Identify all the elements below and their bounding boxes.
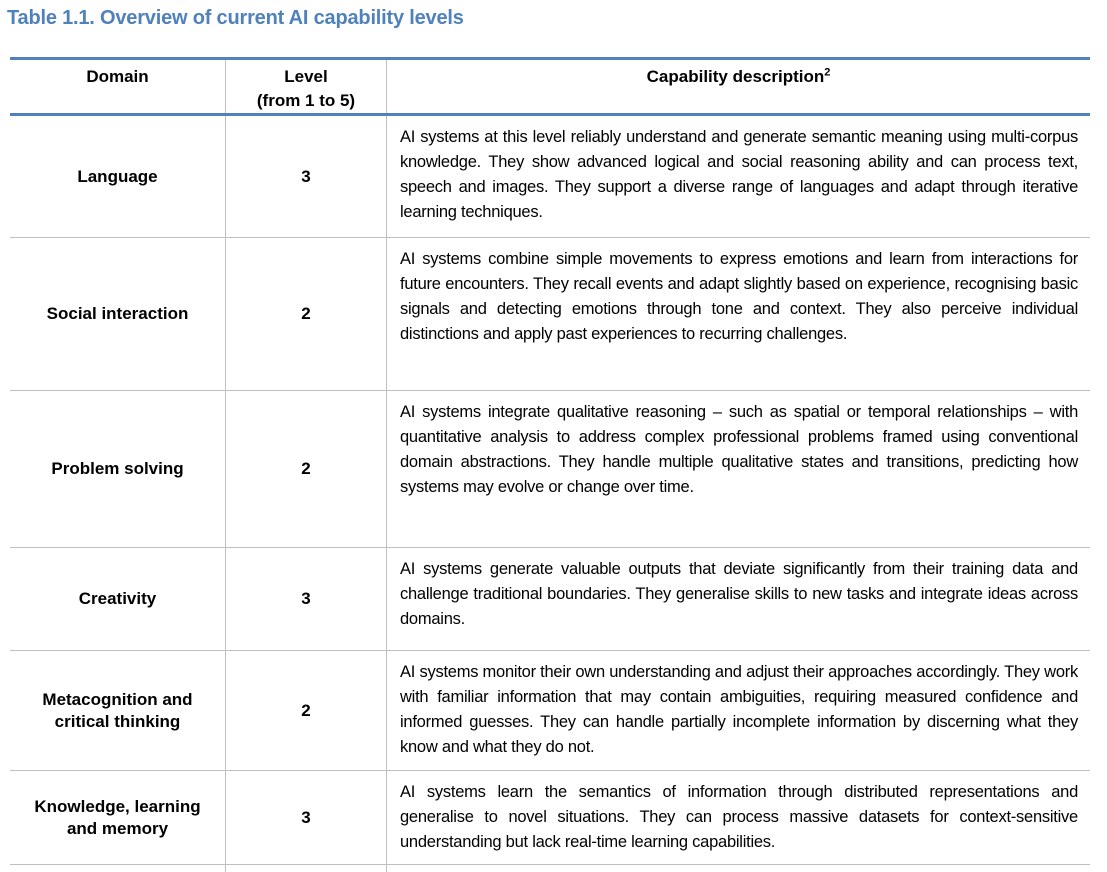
table-caption: Table 1.1. Overview of current AI capabi… — [7, 7, 464, 29]
level-value: 3 — [301, 807, 311, 827]
description-text: AI systems learn the semantics of inform… — [400, 783, 1078, 851]
capability-table: Domain Level (from 1 to 5) Capability de… — [10, 57, 1090, 872]
domain-cell: Knowledge, learning and memory — [10, 771, 225, 864]
level-cell: 3 — [225, 548, 387, 650]
header-capability: Capability description2 — [387, 60, 1090, 113]
capability-description-cell: AI systems monitor their own understandi… — [387, 651, 1090, 770]
table-row: Problem solving 2 AI systems integrate q… — [10, 391, 1090, 548]
description-text: AI systems generate valuable outputs tha… — [400, 560, 1078, 628]
domain-cell: Metacognition and critical thinking — [10, 651, 225, 770]
level-cell: 3 — [225, 116, 387, 237]
description-text: AI systems combine simple movements to e… — [400, 250, 1078, 343]
header-level: Level (from 1 to 5) — [225, 60, 387, 113]
capability-description-cell: AI systems generate valuable outputs tha… — [387, 548, 1090, 650]
table-row: Social interaction 2 AI systems combine … — [10, 238, 1090, 391]
domain-label: Knowledge, learning and memory — [34, 796, 201, 838]
level-value: 2 — [301, 700, 311, 720]
header-level-line1: Level — [284, 67, 328, 86]
level-cell: 2 — [225, 238, 387, 390]
partial-domain-cell — [10, 865, 225, 872]
level-cell: 2 — [225, 651, 387, 770]
table-body: Language 3 AI systems at this level reli… — [10, 116, 1090, 865]
description-text: AI systems at this level reliably unders… — [400, 128, 1078, 221]
table-row: Metacognition and critical thinking 2 AI… — [10, 651, 1090, 771]
header-domain-label: Domain — [86, 67, 149, 86]
header-domain: Domain — [10, 60, 225, 113]
header-capability-footnote-ref: 2 — [824, 66, 831, 79]
level-cell: 3 — [225, 771, 387, 864]
capability-description-cell: AI systems combine simple movements to e… — [387, 238, 1090, 390]
level-value: 2 — [301, 304, 311, 323]
header-level-line2: (from 1 to 5) — [256, 91, 356, 110]
description-text: AI systems monitor their own understandi… — [400, 663, 1078, 756]
partial-level-cell — [225, 865, 387, 872]
partial-description-cell — [387, 865, 1090, 872]
description-text: AI systems integrate qualitative reasoni… — [400, 403, 1078, 496]
level-value: 3 — [301, 166, 311, 186]
header-capability-label: Capability description — [646, 67, 825, 86]
domain-label: Creativity — [78, 589, 157, 608]
table-row-partial — [10, 865, 1090, 872]
domain-cell: Social interaction — [10, 238, 225, 390]
table-row: Knowledge, learning and memory 3 AI syst… — [10, 771, 1090, 865]
table-row: Creativity 3 AI systems generate valuabl… — [10, 548, 1090, 651]
level-cell: 2 — [225, 391, 387, 547]
capability-description-cell: AI systems learn the semantics of inform… — [387, 771, 1090, 864]
table-row: Language 3 AI systems at this level reli… — [10, 116, 1090, 238]
header-capability-wrap: Capability description2 — [647, 65, 831, 89]
table-header-row: Domain Level (from 1 to 5) Capability de… — [10, 60, 1090, 116]
domain-label: Metacognition and critical thinking — [42, 689, 193, 731]
domain-cell: Language — [10, 116, 225, 237]
domain-label: Language — [77, 166, 158, 186]
capability-description-cell: AI systems at this level reliably unders… — [387, 116, 1090, 237]
domain-cell: Creativity — [10, 548, 225, 650]
level-value: 2 — [301, 459, 311, 478]
domain-label: Problem solving — [51, 459, 184, 478]
domain-label: Social interaction — [46, 304, 189, 323]
capability-description-cell: AI systems integrate qualitative reasoni… — [387, 391, 1090, 547]
level-value: 3 — [301, 589, 311, 608]
domain-cell: Problem solving — [10, 391, 225, 547]
